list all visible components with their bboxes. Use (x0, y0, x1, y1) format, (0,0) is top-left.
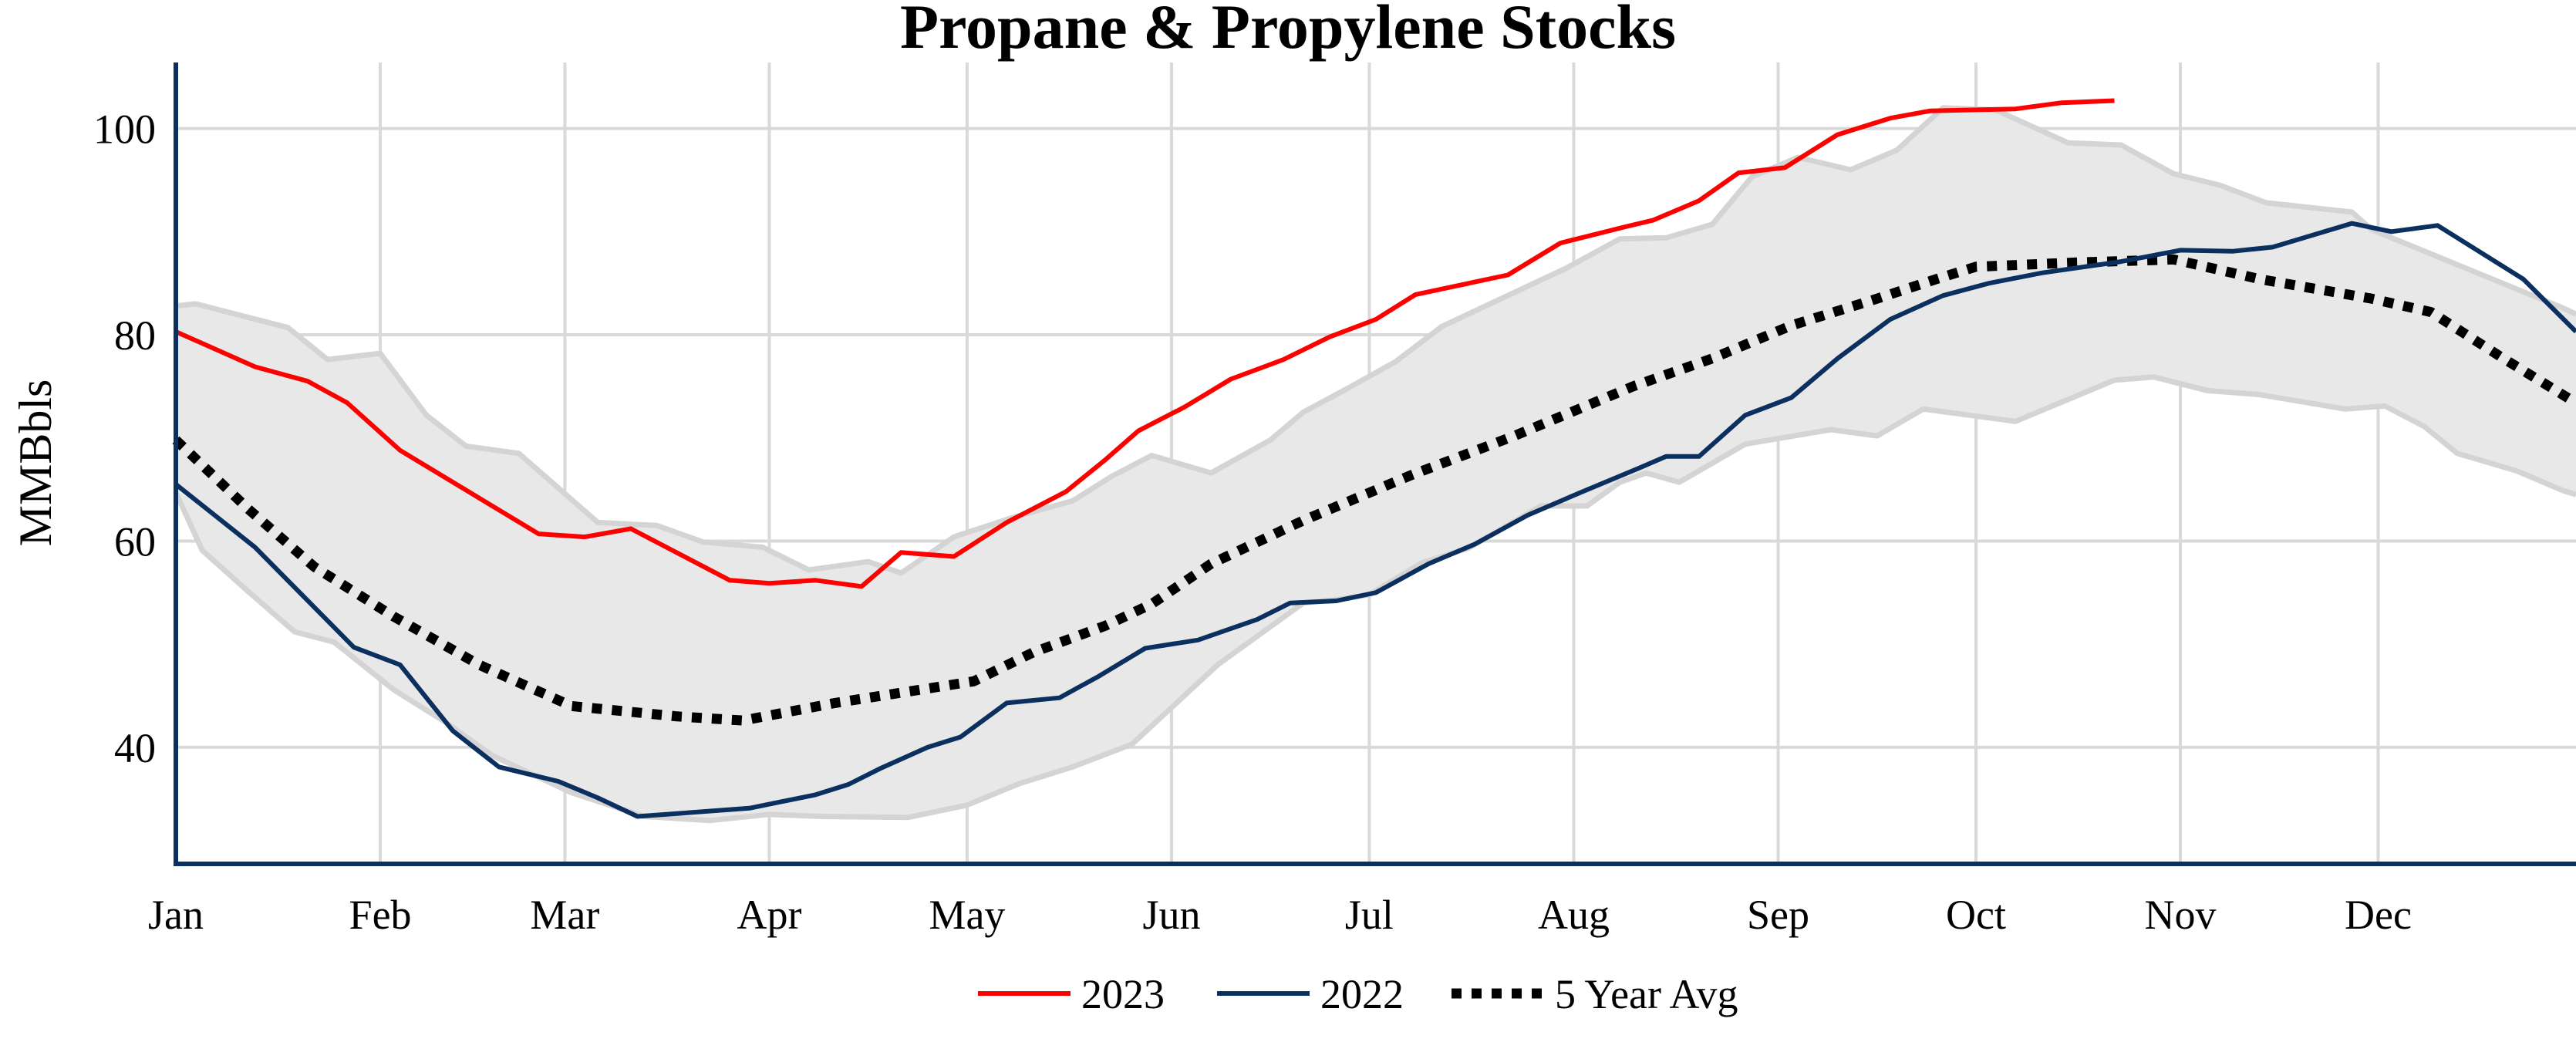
x-tick-labels: Jan Feb Mar Apr May Jun Jul Aug Sep Oct Nov Dec (148, 892, 2412, 938)
y-tick-label: 80 (114, 312, 156, 359)
x-tick-label: May (929, 892, 1005, 938)
chart-title: Propane & Propylene Stocks (900, 0, 1676, 62)
legend-label: 2022 (1320, 971, 1404, 1017)
x-tick-label: Mar (530, 892, 599, 938)
axes (174, 62, 2576, 866)
y-tick-label: 100 (93, 106, 156, 153)
series-line-avg (172, 254, 2576, 726)
x-tick-label: Oct (1946, 892, 2006, 938)
y-tick-label: 40 (114, 725, 156, 771)
x-tick-label: Jul (1345, 892, 1394, 938)
x-tick-label: Jan (148, 892, 204, 938)
legend-label: 5 Year Avg (1555, 971, 1738, 1017)
y-tick-labels: 40 60 80 100 (93, 106, 156, 771)
legend: 2023 2022 5 Year Avg (978, 971, 1738, 1017)
band-area (176, 107, 2576, 821)
x-tick-label: Aug (1538, 892, 1610, 938)
x-tick-label: Apr (737, 892, 801, 938)
x-tick-label: Sep (1747, 892, 1809, 938)
y-axis-label: MMBbls (10, 379, 61, 547)
five-year-range-band (173, 105, 2576, 824)
band-upper-edge (175, 105, 2576, 576)
series-line-2023 (174, 98, 2115, 589)
y-tick-label: 60 (114, 518, 156, 565)
x-tick-label: Dec (2345, 892, 2412, 938)
series-lines (172, 98, 2576, 819)
legend-label: 2023 (1081, 971, 1165, 1017)
x-tick-label: Nov (2145, 892, 2217, 938)
x-tick-label: Jun (1142, 892, 1200, 938)
series-line-2022 (174, 221, 2576, 819)
x-tick-label: Feb (349, 892, 412, 938)
